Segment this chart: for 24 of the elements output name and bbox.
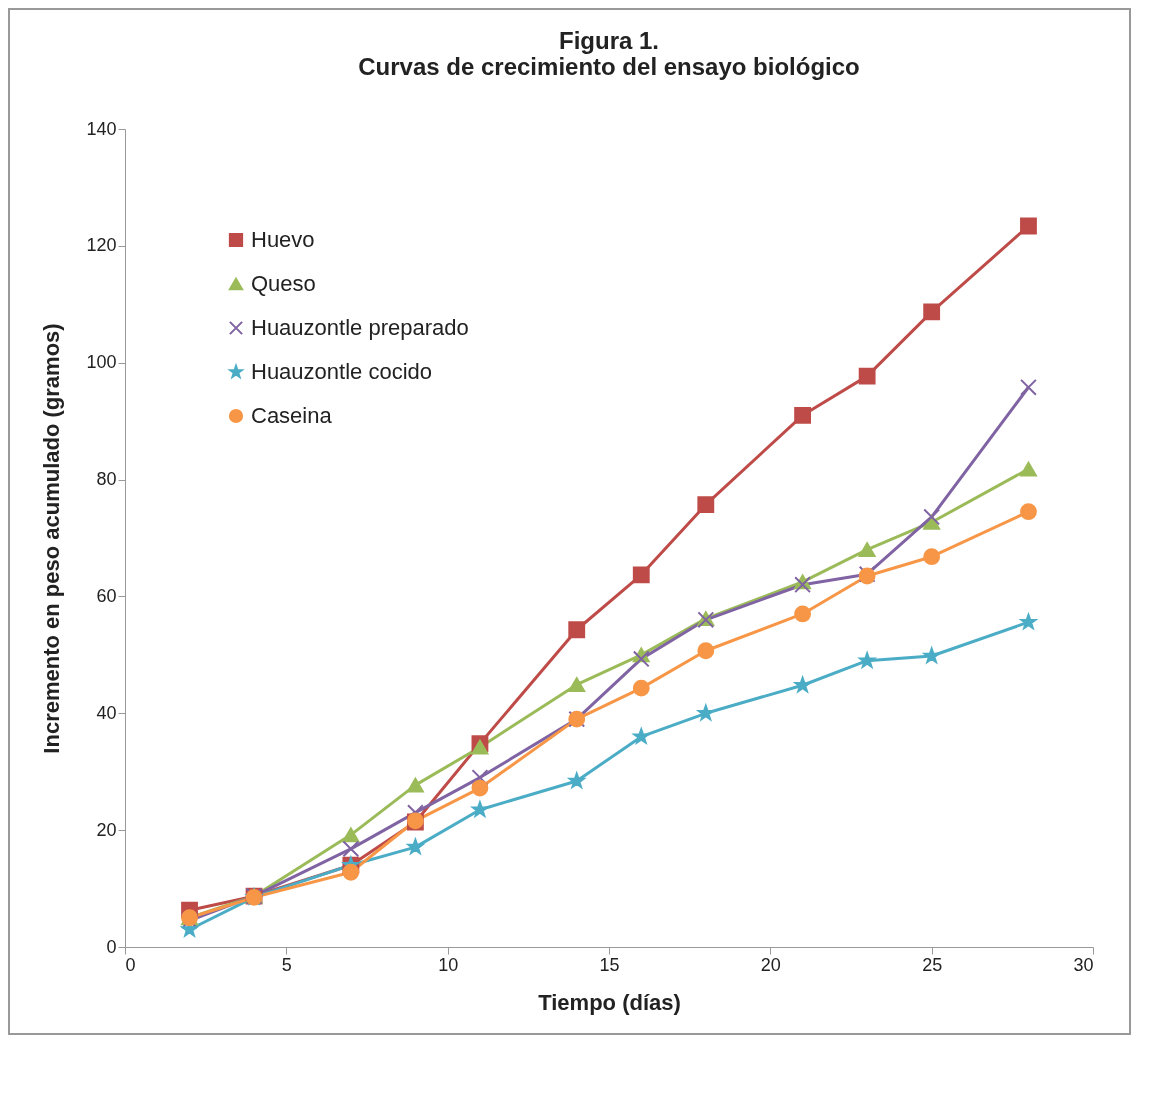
legend-label: Huevo xyxy=(251,227,315,252)
y-tick-label: 140 xyxy=(86,118,117,139)
y-tick-label: 20 xyxy=(96,819,117,840)
x-tick-label: 0 xyxy=(125,954,136,975)
y-tick-label: 40 xyxy=(96,702,117,723)
x-tick-label: 5 xyxy=(281,954,292,975)
x-axis-title: Tiempo (días) xyxy=(538,989,681,1015)
text: Figura 1. xyxy=(558,27,660,54)
y-tick-label: 0 xyxy=(106,936,117,957)
x-tick-label: 30 xyxy=(1073,954,1094,975)
legend-label: Queso xyxy=(251,271,316,296)
legend-label: Huauzontle cocido xyxy=(251,359,433,384)
x-tick-label: 15 xyxy=(599,954,620,975)
y-tick-label: 120 xyxy=(86,235,117,256)
x-tick-label: 25 xyxy=(922,954,943,975)
text: Curvas de crecimiento del ensayo biológico xyxy=(358,53,860,80)
y-tick-label: 100 xyxy=(86,352,117,373)
x-tick-label: 10 xyxy=(438,954,459,975)
legend-label: Caseina xyxy=(251,403,333,428)
x-tick-label: 20 xyxy=(760,954,781,975)
y-tick-label: 60 xyxy=(96,585,117,606)
y-axis-title: Incremento en peso acumulado (gramos) xyxy=(39,323,65,754)
y-tick-label: 80 xyxy=(96,469,117,490)
legend-label: Huauzontle preparado xyxy=(251,315,469,340)
